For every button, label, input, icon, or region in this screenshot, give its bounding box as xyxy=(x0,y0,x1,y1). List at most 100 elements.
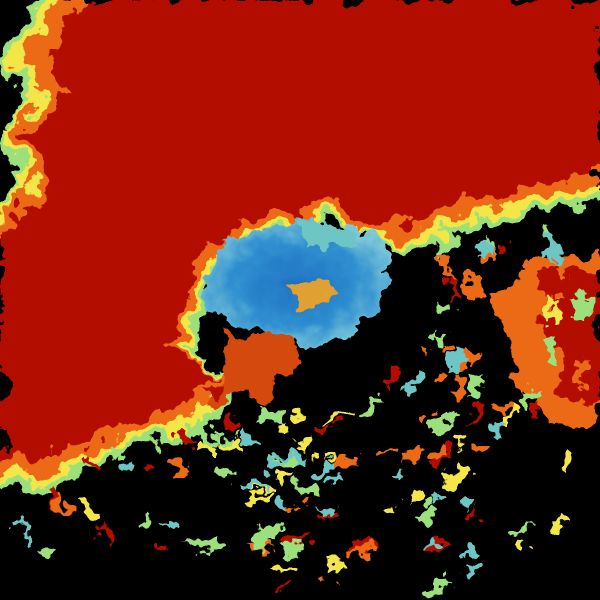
lower-echo xyxy=(215,330,300,405)
speckle xyxy=(213,428,238,444)
speckle xyxy=(558,449,576,471)
speckle xyxy=(279,422,288,434)
speckle xyxy=(157,518,179,533)
speckle xyxy=(327,557,344,568)
speckle xyxy=(247,493,272,503)
speckle xyxy=(96,527,114,544)
speckle xyxy=(519,540,532,554)
speckle xyxy=(460,509,481,527)
speckle xyxy=(422,532,451,555)
speckle xyxy=(395,468,404,477)
speckle xyxy=(446,348,465,374)
speckle xyxy=(538,269,552,298)
speckle xyxy=(294,415,308,422)
speckle xyxy=(434,371,444,383)
speckle xyxy=(463,269,479,298)
speckle xyxy=(424,351,433,363)
speckle-field xyxy=(12,225,590,594)
speckle xyxy=(403,490,423,507)
speckle xyxy=(405,368,425,395)
speckle xyxy=(268,459,284,471)
speckle xyxy=(171,425,197,448)
speckle xyxy=(528,403,543,424)
blue-region xyxy=(200,222,392,345)
speckle xyxy=(271,584,287,590)
speckle xyxy=(195,440,221,459)
speckle xyxy=(296,437,307,451)
near-field xyxy=(200,222,392,345)
speckle xyxy=(76,493,104,521)
speckle xyxy=(326,406,351,421)
speckle xyxy=(426,575,451,594)
speckle xyxy=(497,401,512,415)
speckle xyxy=(512,518,532,538)
speckle xyxy=(382,366,400,387)
speckle xyxy=(449,369,470,398)
center-clutter xyxy=(290,280,330,310)
speckle xyxy=(223,438,246,453)
core-red xyxy=(0,0,600,465)
speckle xyxy=(442,461,469,488)
speckle xyxy=(42,546,56,559)
speckle xyxy=(448,275,458,301)
speckle xyxy=(464,558,483,575)
speckle xyxy=(422,536,441,551)
speckle xyxy=(159,430,170,441)
speckle xyxy=(550,515,573,540)
speckle xyxy=(544,339,559,365)
speckle xyxy=(52,494,74,516)
speckle xyxy=(257,535,269,549)
speckle xyxy=(430,489,444,503)
speckle xyxy=(530,290,539,314)
speckle xyxy=(201,383,225,406)
speckle xyxy=(257,527,281,539)
speckle xyxy=(188,534,219,553)
speckle xyxy=(440,302,451,312)
speckle xyxy=(400,442,426,467)
speckle xyxy=(464,545,478,559)
speckle xyxy=(375,445,397,462)
speckle xyxy=(430,410,455,438)
speckle xyxy=(557,289,568,298)
speckle xyxy=(475,237,493,258)
speckle xyxy=(439,260,452,279)
speckle xyxy=(458,347,476,369)
speckle xyxy=(419,410,434,426)
speckle xyxy=(121,458,138,474)
speckle xyxy=(279,475,295,484)
speckle xyxy=(542,232,559,260)
speckle xyxy=(320,504,338,518)
speckle xyxy=(12,518,34,541)
speckle xyxy=(212,467,234,484)
speckle xyxy=(358,398,384,421)
speckle xyxy=(347,540,372,555)
speckle xyxy=(432,447,448,463)
speckle xyxy=(296,483,318,498)
speckle xyxy=(546,295,557,323)
speckle xyxy=(434,329,448,343)
speckle xyxy=(272,569,292,577)
speckle xyxy=(328,475,345,484)
speckle xyxy=(318,453,341,467)
speckle xyxy=(454,435,465,447)
speckle xyxy=(255,407,283,424)
speckle xyxy=(321,575,332,587)
speckle xyxy=(109,445,123,459)
speckle xyxy=(145,462,155,472)
speckle xyxy=(239,481,266,492)
speckle xyxy=(166,457,189,474)
speckle xyxy=(198,427,209,437)
speckle xyxy=(444,342,453,352)
speckle xyxy=(311,419,339,433)
speckle xyxy=(472,404,487,422)
speckle xyxy=(424,497,435,508)
speckle xyxy=(457,494,475,512)
speckle xyxy=(280,500,292,509)
speckle xyxy=(333,456,356,471)
teal-edge xyxy=(300,222,360,250)
speckle xyxy=(465,374,485,402)
speckle xyxy=(519,385,536,408)
